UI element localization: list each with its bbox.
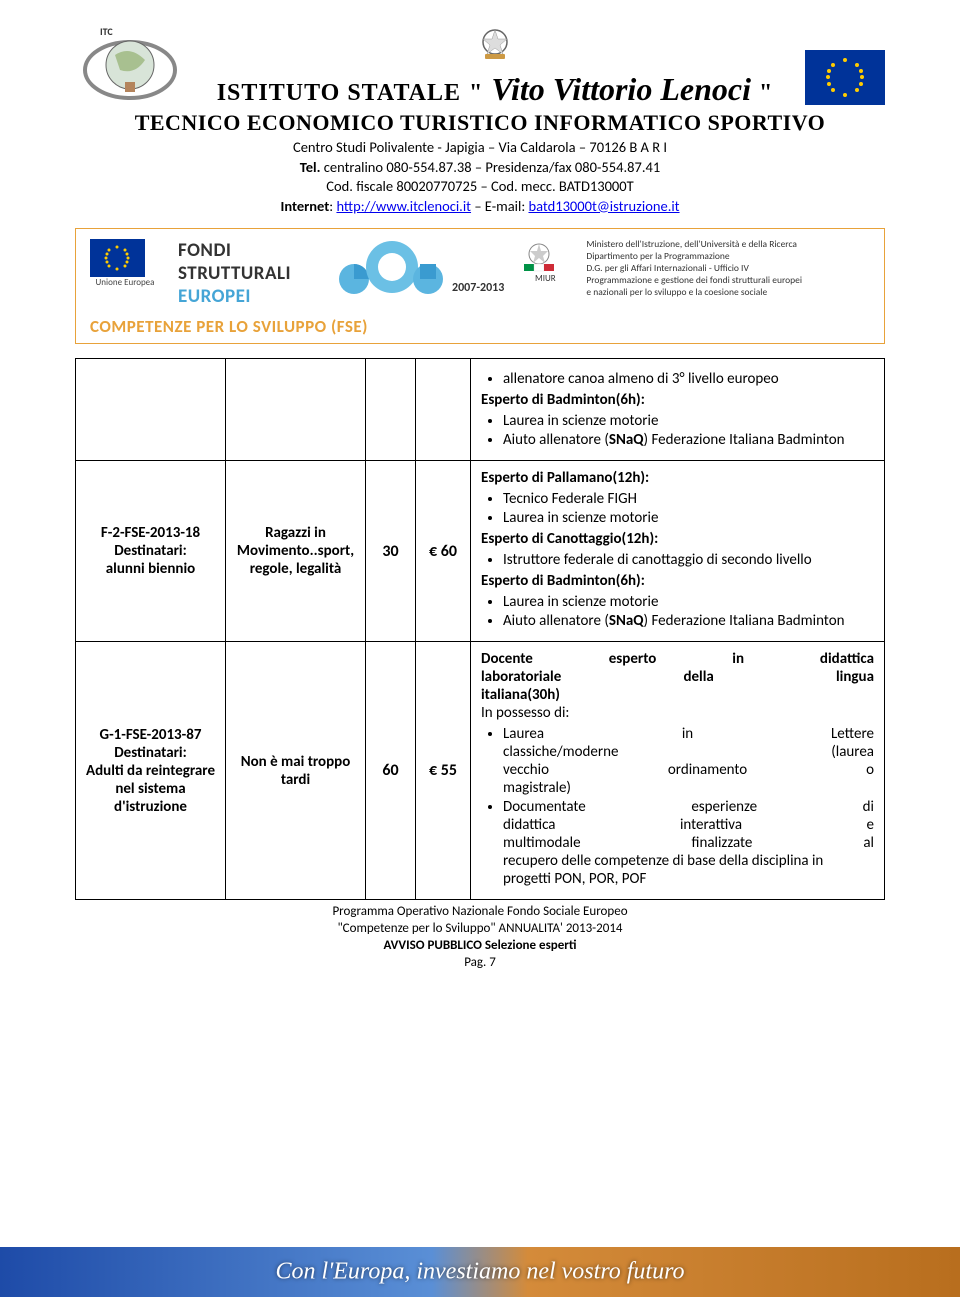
footer-l3: AVVISO PUBBLICO Selezione esperti (75, 938, 885, 955)
quote-close: " (759, 80, 773, 107)
table-cell-proj: F-2-FSE-2013-18Destinatari:alunni bienni… (76, 461, 226, 642)
footer-l1: Programma Operativo Nazionale Fondo Soci… (75, 904, 885, 921)
footer-l2: "Competenze per lo Sviluppo" ANNUALITA' … (75, 921, 885, 938)
eu-flag-icon (805, 50, 885, 105)
website-link[interactable]: http://www.itclenoci.it (336, 197, 471, 215)
table-cell (226, 359, 366, 461)
table-cell-desc: Docenteespertoindidatticalaboratorialede… (471, 642, 885, 900)
eu-flag-small-icon: Unione Europea (90, 239, 160, 288)
ministry-text: Ministero dell'Istruzione, dell'Universi… (586, 239, 870, 298)
table-row: F-2-FSE-2013-18Destinatari:alunni bienni… (76, 461, 885, 642)
info-lines: Centro Studi Polivalente - Japigia – Via… (75, 138, 885, 216)
info-line-4: Internet: http://www.itclenoci.it – E-ma… (75, 197, 885, 217)
table-cell-title: Non è mai troppo tardi (226, 642, 366, 900)
table-cell (76, 359, 226, 461)
miur-emblem-icon: MIUR (522, 239, 568, 284)
doc-footer: Programma Operativo Nazionale Fondo Soci… (75, 904, 885, 972)
pon-logo-icon: 2007-2013 (336, 239, 504, 295)
subtitle: TECNICO ECONOMICO TURISTICO INFORMATICO … (75, 110, 885, 136)
table-cell (366, 359, 416, 461)
table-cell-eur: € 55 (416, 642, 471, 900)
table-cell-desc: allenatore canoa almeno di 3° livello eu… (471, 359, 885, 461)
table-cell (416, 359, 471, 461)
italy-emblem-icon (475, 24, 515, 64)
pon-banner: Unione Europea FONDI STRUTTURALI EUROPEI… (75, 228, 885, 344)
table-cell-proj: G-1-FSE-2013-87Destinatari:Adulti da rei… (76, 642, 226, 900)
info-line-1: Centro Studi Polivalente - Japigia – Via… (75, 138, 885, 158)
bottom-banner: Con l'Europa, investiamo nel vostro futu… (0, 1247, 960, 1297)
table-cell-hours: 60 (366, 642, 416, 900)
school-prefix: ISTITUTO STATALE (217, 80, 461, 107)
table-cell-title: Ragazzi in Movimento..sport, regole, leg… (226, 461, 366, 642)
table-row: G-1-FSE-2013-87Destinatari:Adulti da rei… (76, 642, 885, 900)
svg-text:ITC: ITC (100, 25, 113, 38)
main-table: allenatore canoa almeno di 3° livello eu… (75, 358, 885, 900)
table-cell-desc: Esperto di Pallamano(12h):Tecnico Federa… (471, 461, 885, 642)
footer-l4: Pag. 7 (75, 955, 885, 972)
bottom-banner-text: Con l'Europa, investiamo nel vostro futu… (275, 1259, 684, 1286)
quote-open: " (469, 80, 483, 107)
pon-text: FONDI STRUTTURALI EUROPEI (178, 239, 318, 308)
info-line-3: Cod. fiscale 80020770725 – Cod. mecc. BA… (75, 177, 885, 197)
header: ITC ISTITUTO STATALE " Vito Vittorio Len… (75, 20, 885, 108)
school-name: Vito Vittorio Lenoci (491, 71, 751, 108)
table-cell-eur: € 60 (416, 461, 471, 642)
competenze-label: COMPETENZE PER LO SVILUPPO (FSE) (90, 316, 870, 337)
school-logo-icon: ITC (75, 20, 185, 105)
info-line-2: Tel. centralino 080-554.87.38 – Presiden… (75, 158, 885, 178)
table-row: allenatore canoa almeno di 3° livello eu… (76, 359, 885, 461)
table-cell-hours: 30 (366, 461, 416, 642)
email-link[interactable]: batd13000t@istruzione.it (528, 197, 679, 215)
